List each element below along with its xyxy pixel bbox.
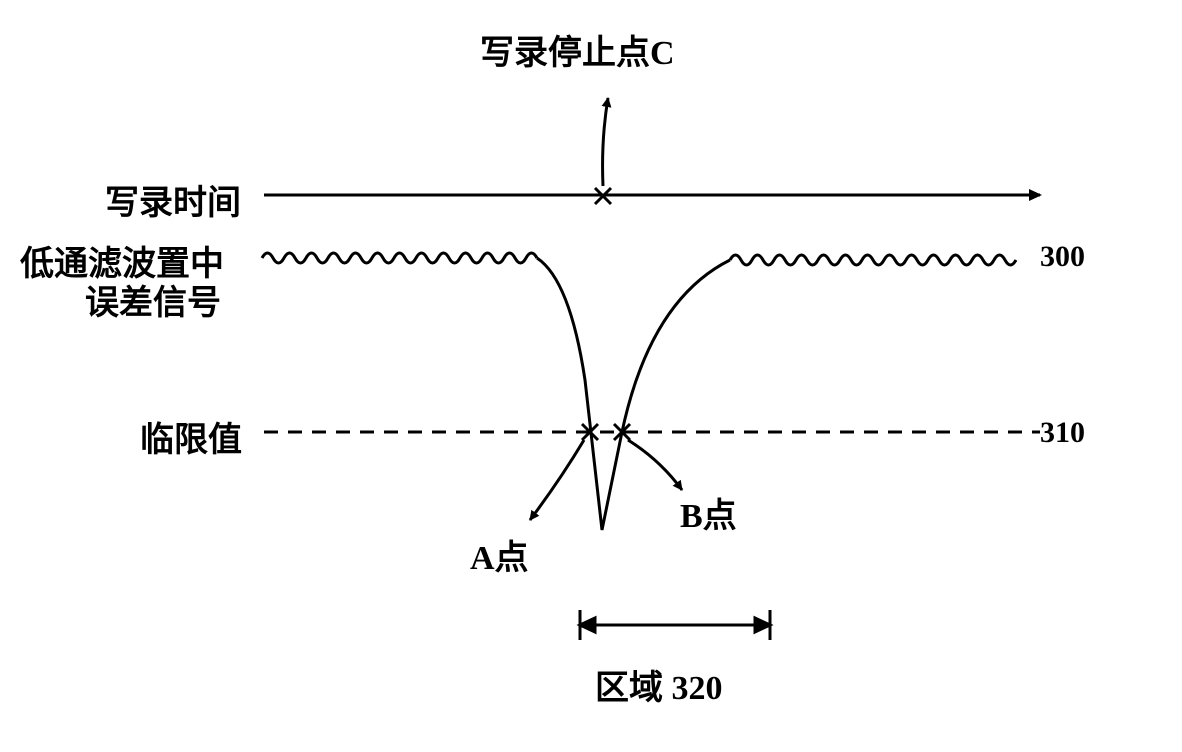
- ref-300: 300: [1040, 240, 1085, 274]
- point-a-arrow: [530, 440, 584, 520]
- write-time-label: 写录时间: [105, 175, 241, 224]
- stop-point-label: 写录停止点C: [480, 25, 675, 74]
- signal-wave-right: [730, 255, 1016, 265]
- ref-310: 310: [1040, 416, 1085, 450]
- region-label: 区域 320: [595, 660, 723, 709]
- signal-wave-left: [262, 253, 537, 263]
- point-b-arrow: [628, 440, 682, 490]
- point-b-label: B点: [680, 488, 737, 537]
- point-a-label: A点: [470, 530, 529, 579]
- stop-point-arrow: [603, 98, 608, 186]
- region-bracket: [580, 610, 770, 640]
- threshold-label: 临限值: [140, 412, 242, 461]
- lpf-label-line2: 误差信号: [85, 275, 221, 324]
